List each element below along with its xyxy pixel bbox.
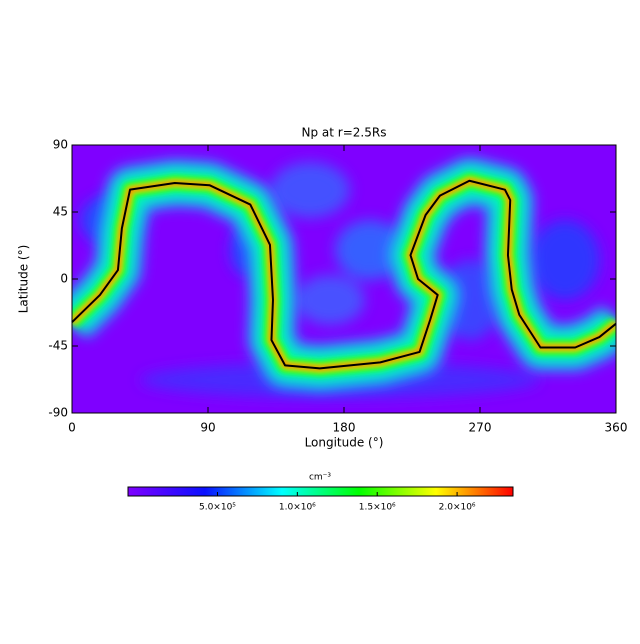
y-tick-label: -45 bbox=[48, 339, 68, 353]
x-tick-label: 90 bbox=[200, 421, 215, 435]
colorbar-title: cm⁻³ bbox=[309, 473, 331, 483]
y-tick-label: 0 bbox=[60, 272, 68, 286]
chart-title: Np at r=2.5Rs bbox=[302, 126, 387, 140]
colorbar bbox=[127, 486, 514, 497]
y-tick-label: 45 bbox=[53, 205, 68, 219]
colorbar-tick-label: 1.0×10⁶ bbox=[279, 503, 316, 513]
x-tick-label: 0 bbox=[68, 421, 76, 435]
colorbar-tick-label: 5.0×10⁵ bbox=[199, 503, 236, 513]
x-tick-label: 270 bbox=[469, 421, 492, 435]
x-axis-label: Longitude (°) bbox=[305, 436, 384, 450]
x-tick-label: 360 bbox=[605, 421, 628, 435]
y-tick-label: 90 bbox=[53, 138, 68, 152]
y-axis-label: Latitude (°) bbox=[17, 245, 31, 314]
colorbar-tick-label: 1.5×10⁶ bbox=[359, 503, 396, 513]
neutral-line bbox=[71, 179, 617, 370]
y-tick-label: -90 bbox=[48, 406, 68, 420]
x-tick-label: 180 bbox=[333, 421, 356, 435]
colorbar-tick-label: 2.0×10⁶ bbox=[439, 503, 476, 513]
